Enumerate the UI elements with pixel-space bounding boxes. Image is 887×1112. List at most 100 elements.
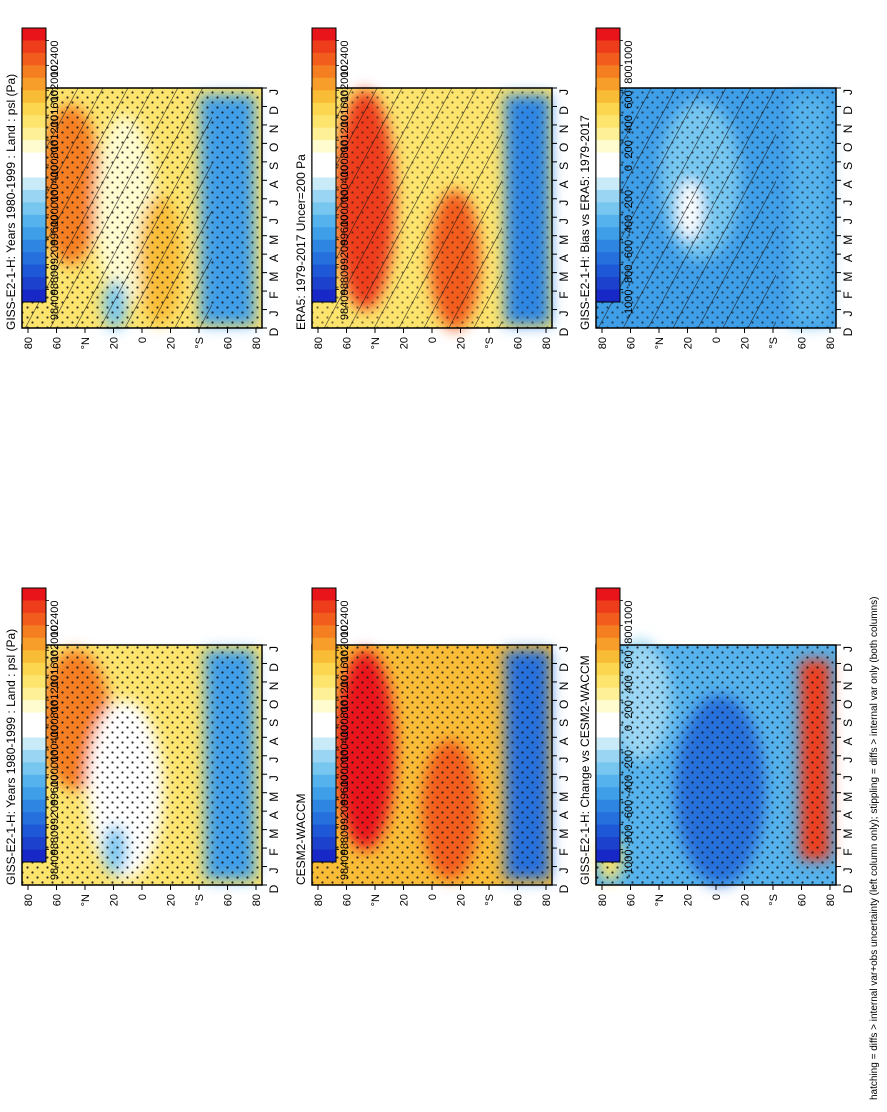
colorbar-swatch xyxy=(312,252,336,266)
colorbar-swatch xyxy=(596,737,620,751)
panel-2-month-label: D xyxy=(557,327,571,336)
colorbar-swatch xyxy=(596,52,620,66)
colorbar-swatch xyxy=(596,152,620,166)
colorbar-label: 100800 xyxy=(339,140,351,177)
colorbar-swatch xyxy=(596,824,620,838)
panel-1-lat-label: °N xyxy=(80,337,92,349)
panel-3-month-axis: D J F M A M J J A S ON D J xyxy=(836,87,855,336)
panel-6-stippling xyxy=(596,645,836,885)
panel-2-month-label: S xyxy=(557,162,571,170)
panel-5-stippling xyxy=(312,645,552,885)
panel-1: 80 60 °N 20 0 20 °S 60 80 D J F M A M J J A S ON D J GISS-E2… xyxy=(4,74,281,350)
panel-1-lat-label: 60 xyxy=(52,337,64,349)
panel-1-lat-label: 20 xyxy=(109,337,121,349)
panel-2-month-label: J xyxy=(557,218,571,224)
panel-2-month-label: J xyxy=(557,200,571,206)
colorbar-swatch xyxy=(312,588,336,601)
colorbar-label: 100800 xyxy=(339,700,351,737)
panel-5-lat-label: °S xyxy=(484,894,496,906)
panel-5-title: CESM2-WACCM xyxy=(294,793,308,885)
panel-2-lat-label: 80 xyxy=(541,337,553,349)
colorbar-swatch xyxy=(312,824,336,838)
panel-1-month-label: D xyxy=(267,106,281,115)
panel-2: 80 60 °N 20 0 20 °S 60 80 D J F M A M J J A S ON D J ERA5: 1… xyxy=(294,87,571,349)
panel-5-month-label: M xyxy=(557,829,571,839)
panel-2-lat-label: 60 xyxy=(342,337,354,349)
panel-2-title: ERA5: 1979-2017 Uncer=200 Pa xyxy=(294,154,308,330)
colorbar-label: 101600 xyxy=(49,650,61,687)
colorbar-swatch xyxy=(22,824,46,838)
panel-6-lat-axis: 80 60 °N 20 0 20 °S 60 80 xyxy=(597,885,837,906)
colorbar-swatch xyxy=(596,214,620,228)
panel-6-month-label: M xyxy=(841,792,855,802)
colorbar-label: 0 xyxy=(623,165,635,171)
panel-6-lat-label: °N xyxy=(654,894,666,906)
colorbar-swatch xyxy=(22,102,46,116)
panel-3-lat-label: 20 xyxy=(740,337,752,349)
colorbar-label: 102400 xyxy=(49,40,61,77)
colorbar-swatch xyxy=(596,127,620,141)
panel-1-month-label: F xyxy=(267,291,281,298)
colorbar-swatch xyxy=(312,202,336,216)
colorbar-label: 102400 xyxy=(339,40,351,77)
colorbar-swatch xyxy=(312,239,336,253)
colorbar-swatch xyxy=(22,749,46,763)
panel-3-lat-label: 80 xyxy=(825,337,837,349)
colorbar-label: 99200 xyxy=(339,800,351,831)
panel-3-lat-label: 60 xyxy=(626,337,638,349)
panel-3-month-label: J xyxy=(841,89,855,95)
colorbar-swatch xyxy=(312,214,336,228)
panel-1-month-axis: D J F M A M J J A S ON D J xyxy=(262,87,281,336)
colorbar-swatch xyxy=(312,90,336,104)
colorbar-label: 100400 xyxy=(339,165,351,202)
colorbar-swatch xyxy=(312,127,336,141)
colorbar-swatch xyxy=(596,787,620,801)
panel-5-month-label: J xyxy=(557,775,571,781)
colorbar-label: 102400 xyxy=(339,600,351,637)
colorbar-4: 1024001020001016001012001008001004001000… xyxy=(21,587,61,880)
panel-3-lat-label: 80 xyxy=(597,337,609,349)
panel-2-month-label: F xyxy=(557,291,571,298)
panel-2-month-label: O xyxy=(557,143,571,152)
colorbar-label: -600 xyxy=(623,240,635,262)
colorbar-label: 100800 xyxy=(49,700,61,737)
colorbar-swatch xyxy=(312,749,336,763)
colorbar-swatch xyxy=(22,812,46,826)
colorbar-label: 102000 xyxy=(339,625,351,662)
colorbar-swatch xyxy=(596,277,620,290)
panel-6-month-label: A xyxy=(841,811,855,819)
panel-1-month-label: J xyxy=(267,311,281,317)
panel-4-month-label: J xyxy=(267,757,281,763)
colorbar-swatch xyxy=(22,252,46,266)
panel-5-month-label: O xyxy=(557,700,571,709)
colorbar-swatch xyxy=(22,264,46,278)
colorbar-label: 101200 xyxy=(339,115,351,152)
colorbar-swatch xyxy=(596,140,620,153)
panel-5-lat-label: 20 xyxy=(399,894,411,906)
colorbar-label: -200 xyxy=(623,750,635,772)
colorbar-label: 200 xyxy=(623,140,635,158)
panel-2-lat-label: 20 xyxy=(399,337,411,349)
panel-1-month-label: A xyxy=(267,180,281,188)
panel-3-month-label: A xyxy=(841,180,855,188)
colorbar-swatch xyxy=(596,264,620,278)
colorbar-swatch xyxy=(596,600,620,614)
colorbar-swatch xyxy=(22,65,46,79)
panel-2-lat-label: 20 xyxy=(456,337,468,349)
panel-6-month-label: A xyxy=(841,737,855,745)
panel-4-lat-label: 0 xyxy=(137,894,149,900)
colorbar-swatch xyxy=(22,289,46,303)
colorbar-swatch xyxy=(22,762,46,776)
colorbar-label: 400 xyxy=(623,675,635,693)
colorbar-swatch xyxy=(312,762,336,776)
colorbar-swatch xyxy=(22,239,46,253)
colorbar-label: 102000 xyxy=(339,65,351,102)
panel-4-month-label: O xyxy=(267,700,281,709)
panel-3-month-label: S xyxy=(841,162,855,170)
panel-3-title: GISS-E2-1-H: Bias vs ERA5: 1979-2017 xyxy=(578,115,592,330)
colorbar-swatch xyxy=(312,662,336,676)
colorbar-swatch xyxy=(22,849,46,863)
panel-4-month-label: M xyxy=(267,792,281,802)
colorbar-swatch xyxy=(22,675,46,689)
